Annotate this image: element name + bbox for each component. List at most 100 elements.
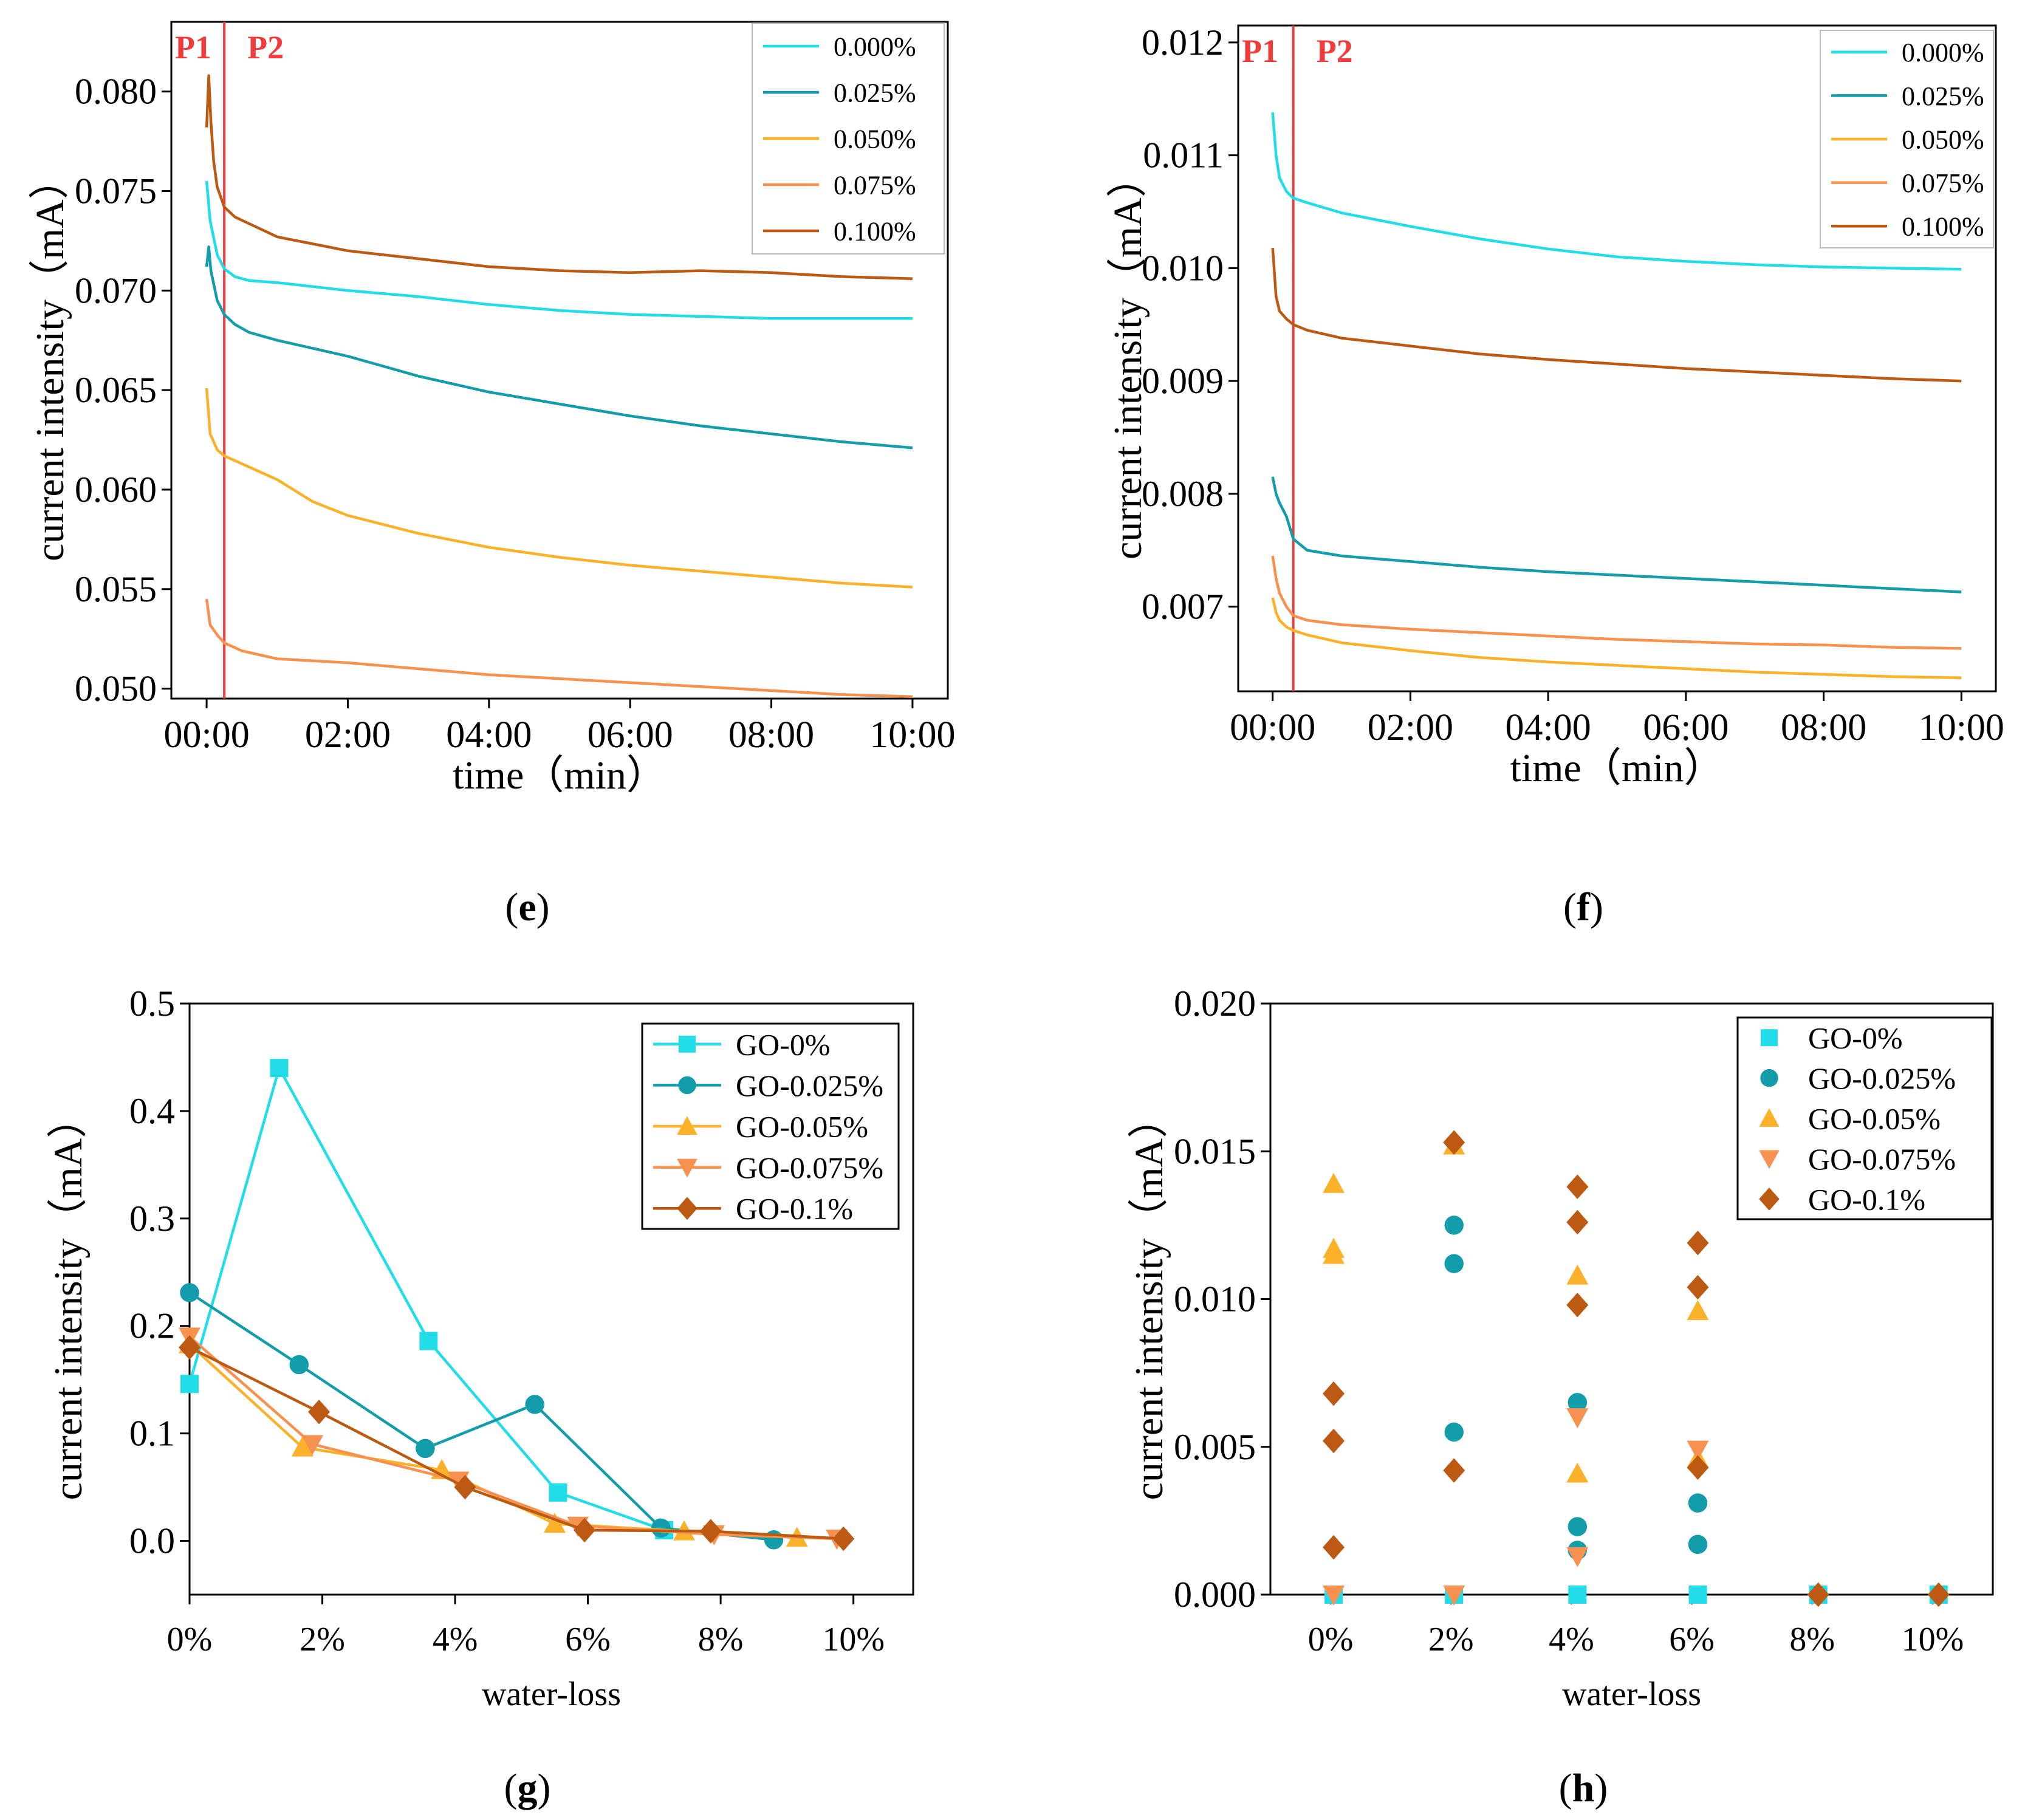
legend-label: GO-0.075% (1808, 1142, 1956, 1176)
legend-label: 0.100% (1902, 212, 1984, 242)
y-tick-label: 0.2 (129, 1306, 175, 1346)
y-tick-label: 0.012 (1142, 22, 1224, 63)
data-point (1687, 1230, 1709, 1256)
series-0.000% (205, 180, 913, 320)
data-point (651, 1518, 671, 1538)
legend-label: 0.025% (1902, 81, 1984, 111)
data-point (1566, 1462, 1589, 1483)
data-point (1688, 1586, 1707, 1604)
data-point (270, 1059, 289, 1078)
legend: GO-0% GO-0.025% GO-0.05% GO-0.075% GO-0.1% (641, 1022, 900, 1230)
y-tick-label: 0.075 (75, 171, 157, 211)
data-point (549, 1483, 567, 1502)
data-point (1568, 1393, 1588, 1412)
x-tick-label: 04:00 (446, 714, 532, 756)
legend-label: 0.075% (834, 170, 916, 200)
y-tick-label: 0.020 (1174, 984, 1256, 1024)
data-point (1927, 1582, 1950, 1607)
x-tick-label: 06:00 (588, 714, 673, 756)
legend-marker (1759, 1150, 1780, 1169)
x-tick-label: 4% (433, 1621, 478, 1658)
series-line (188, 1343, 797, 1539)
legend-marker (678, 1076, 696, 1095)
data-point (574, 1517, 596, 1543)
x-tick-label: 02:00 (1368, 707, 1453, 748)
data-point (1688, 1534, 1708, 1555)
legend-marker (1759, 1108, 1780, 1127)
y-tick-label: 0.0 (129, 1521, 175, 1561)
series-0.050% (1271, 597, 1962, 679)
series-0.075% (205, 598, 913, 698)
data-point (419, 1332, 438, 1350)
legend-label: GO-0.025% (1808, 1061, 1956, 1095)
legend-label: GO-0.025% (736, 1069, 883, 1103)
panel-caption-e: (e) (505, 885, 549, 929)
x-tick-label: 08:00 (728, 714, 814, 756)
data-point (180, 1283, 199, 1302)
data-point (1566, 1408, 1589, 1429)
legend-label: 0.000% (834, 32, 916, 61)
legend-label: 0.025% (834, 78, 916, 108)
data-point (1568, 1586, 1587, 1604)
series-line (205, 74, 913, 280)
series-line (1271, 597, 1962, 679)
data-point (1323, 1244, 1345, 1264)
series-0.075% (1271, 555, 1962, 650)
x-tick-label: 00:00 (163, 714, 249, 756)
series-line (205, 388, 913, 589)
x-tick-label: 8% (1789, 1621, 1835, 1658)
phase-label-p1: P1 (175, 29, 211, 66)
legend-label: GO-0.1% (1808, 1182, 1925, 1216)
y-tick-label: 0.070 (75, 270, 157, 310)
y-tick-label: 0.4 (129, 1091, 175, 1131)
data-point (308, 1400, 331, 1425)
legend: GO-0% GO-0.025% GO-0.05% GO-0.075% GO-0.1% (1736, 1016, 1993, 1220)
x-axis-label: time（min） (1510, 746, 1724, 790)
legend-label: 0.075% (1902, 168, 1984, 198)
y-tick-label: 0.060 (75, 470, 157, 510)
legend-label: 0.100% (834, 216, 916, 246)
data-point (1687, 1455, 1709, 1480)
x-tick-label: 2% (300, 1621, 345, 1658)
series-line (1271, 476, 1962, 594)
series-line (1271, 247, 1962, 383)
data-point (1323, 1381, 1345, 1406)
chart-g: 0% 2% 4% 6% 8% 10% 0.0 0.1 0.2 0.3 0.4 0.5 water-los… (46, 984, 914, 1713)
x-tick-label: 6% (565, 1621, 611, 1658)
chart-h: 0% 2% 4% 6% 8% 10% 0.000 0.005 0.010 0.015 0.020 wa… (1127, 984, 1994, 1713)
data-point (1443, 1130, 1465, 1155)
series-GO-0.1% (179, 1335, 855, 1551)
y-axis-label: current intensity（mA） (28, 159, 72, 561)
data-point (180, 1375, 199, 1394)
y-tick-label: 0.008 (1142, 474, 1224, 514)
legend-label: GO-0% (1808, 1021, 1903, 1055)
series-line (188, 1291, 774, 1542)
data-point (543, 1513, 566, 1533)
x-tick-label: 10:00 (1919, 707, 2004, 748)
data-point (525, 1395, 544, 1414)
data-point (1443, 1458, 1465, 1483)
y-tick-label: 0.055 (75, 569, 157, 609)
data-point (1566, 1292, 1589, 1318)
data-point (1323, 1172, 1345, 1193)
series-GO-0.05% (1323, 1134, 1709, 1483)
y-tick-label: 0.009 (1142, 361, 1224, 401)
data-point (1444, 1216, 1464, 1235)
data-point (1687, 1299, 1709, 1320)
y-tick-label: 0.065 (75, 370, 157, 410)
legend: 0.000% 0.025% 0.050% 0.075% 0.100% (752, 22, 945, 255)
data-point (1323, 1428, 1345, 1454)
series-0.025% (205, 245, 913, 450)
y-axis-label: current intensity（mA） (1106, 157, 1150, 559)
data-point (1443, 1586, 1465, 1606)
x-tick-label: 00:00 (1230, 707, 1315, 748)
data-point (291, 1436, 314, 1457)
phase-label-p2: P2 (1317, 33, 1353, 69)
panel-caption-h: (h) (1559, 1766, 1608, 1810)
series-0.100% (1271, 247, 1962, 383)
plot-frame (170, 21, 949, 700)
legend-label: GO-0% (736, 1027, 831, 1061)
data-point (1566, 1174, 1589, 1199)
series-GO-0.05% (179, 1333, 808, 1547)
